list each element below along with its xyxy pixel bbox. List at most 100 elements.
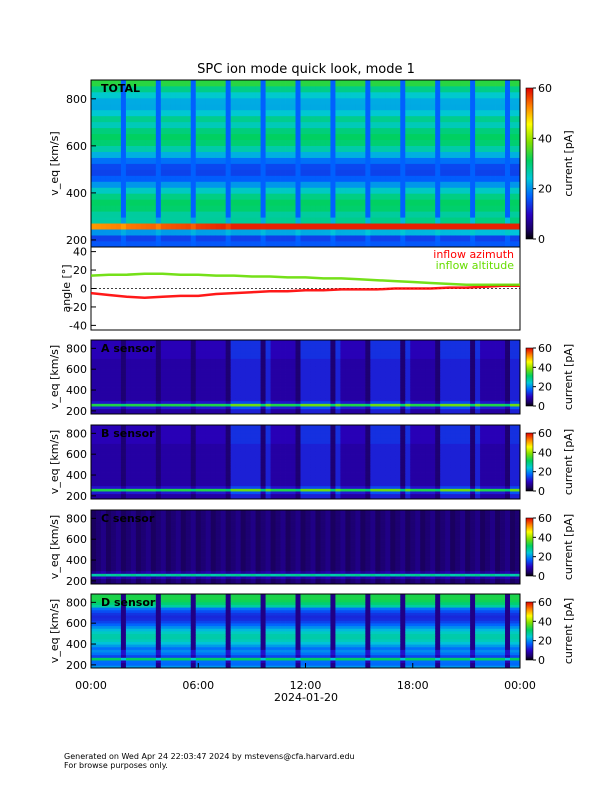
heatmap-cell: [385, 187, 391, 194]
heatmap-cell: [350, 358, 356, 362]
heatmap-cell: [250, 408, 257, 412]
heatmap-cell: [395, 80, 401, 87]
heatmap-cell: [420, 377, 426, 381]
heatmap-cell: [275, 91, 281, 99]
heatmap-cell: [475, 139, 481, 146]
heatmap-cell: [310, 109, 316, 117]
heatmap-cell: [105, 205, 112, 212]
heatmap-cell: [120, 363, 127, 367]
heatmap-cell: [285, 406, 291, 410]
heatmap-cell: [365, 193, 371, 200]
heatmap-cell: [315, 398, 321, 402]
heatmap-cell: [130, 342, 137, 346]
heatmap-cell: [150, 403, 157, 407]
heatmap-cell: [440, 80, 446, 87]
heatmap-cell: [110, 229, 117, 236]
heatmap-cell: [385, 80, 391, 87]
heatmap-cell: [195, 406, 202, 410]
heatmap-cell: [365, 398, 371, 402]
heatmap-cell: [470, 205, 476, 212]
heatmap-cell: [465, 169, 471, 176]
heatmap-cell: [230, 85, 237, 93]
heatmap-cell: [345, 91, 351, 99]
heatmap-cell: [335, 411, 341, 415]
heatmap-cell: [510, 377, 516, 381]
heatmap-cell: [485, 193, 491, 200]
heatmap-cell: [320, 151, 326, 158]
heatmap-cell: [485, 366, 491, 370]
heatmap-cell: [250, 241, 257, 248]
heatmap-cell: [285, 350, 291, 354]
heatmap-cell: [200, 358, 207, 362]
heatmap-cell: [450, 187, 456, 194]
heatmap-cell: [315, 109, 321, 117]
heatmap-cell: [500, 235, 506, 242]
heatmap-cell: [260, 205, 266, 212]
heatmap-cell: [325, 157, 331, 164]
heatmap-cell: [495, 350, 501, 354]
heatmap-cell: [350, 379, 356, 383]
heatmap-cell: [470, 241, 476, 248]
heatmap-cell: [200, 163, 207, 170]
heatmap-cell: [425, 97, 431, 105]
heatmap-cell: [240, 411, 247, 415]
heatmap-cell: [195, 392, 202, 396]
heatmap-cell: [115, 121, 122, 129]
heatmap-cell: [130, 353, 137, 357]
heatmap-cell: [105, 374, 112, 378]
heatmap-cell: [205, 363, 212, 367]
heatmap-cell: [455, 403, 461, 407]
heatmap-cell: [335, 235, 341, 242]
heatmap-cell: [445, 377, 451, 381]
heatmap-cell: [420, 199, 426, 206]
heatmap-cell: [165, 361, 172, 365]
heatmap-cell: [390, 187, 396, 194]
heatmap-cell: [340, 115, 346, 123]
heatmap-cell: [170, 371, 177, 375]
heatmap-cell: [95, 408, 102, 412]
heatmap-cell: [230, 382, 237, 386]
heatmap-cell: [415, 229, 421, 236]
heatmap-cell: [215, 384, 222, 388]
heatmap-cell: [240, 103, 247, 111]
heatmap-cell: [305, 139, 311, 146]
heatmap-cell: [405, 361, 411, 365]
heatmap-cell: [455, 175, 461, 182]
heatmap-cell: [295, 340, 301, 344]
heatmap-cell: [290, 193, 296, 200]
heatmap-cell: [175, 382, 182, 386]
heatmap-cell: [505, 363, 511, 367]
heatmap-cell: [455, 345, 461, 349]
heatmap-cell: [430, 358, 436, 362]
heatmap-cell: [310, 235, 316, 242]
heatmap-cell: [485, 374, 491, 378]
heatmap-cell: [265, 181, 271, 188]
heatmap-cell: [455, 382, 461, 386]
heatmap-cell: [225, 169, 232, 176]
heatmap-cell: [225, 175, 232, 182]
heatmap-cell: [240, 374, 247, 378]
heatmap-cell: [160, 384, 167, 388]
heatmap-cell: [275, 163, 281, 170]
heatmap-cell: [215, 97, 222, 105]
heatmap-cell: [255, 169, 262, 176]
heatmap-cell: [125, 187, 132, 194]
heatmap-cell: [450, 374, 456, 378]
heatmap-cell: [205, 151, 212, 158]
heatmap-cell: [125, 157, 132, 164]
heatmap-cell: [230, 235, 237, 242]
heatmap-cell: [105, 371, 112, 375]
heatmap-cell: [485, 109, 491, 117]
heatmap-cell: [370, 345, 376, 349]
heatmap-cell: [300, 145, 306, 152]
heatmap-cell: [280, 340, 286, 344]
heatmap-cell: [455, 127, 461, 135]
heatmap-cell: [410, 157, 416, 164]
heatmap-cell: [465, 91, 471, 99]
heatmap-cell: [465, 408, 471, 412]
heatmap-cell: [190, 229, 197, 236]
heatmap-cell: [230, 355, 237, 359]
heatmap-cell: [115, 97, 122, 105]
heatmap-cell: [205, 145, 212, 152]
heatmap-cell: [210, 103, 217, 111]
